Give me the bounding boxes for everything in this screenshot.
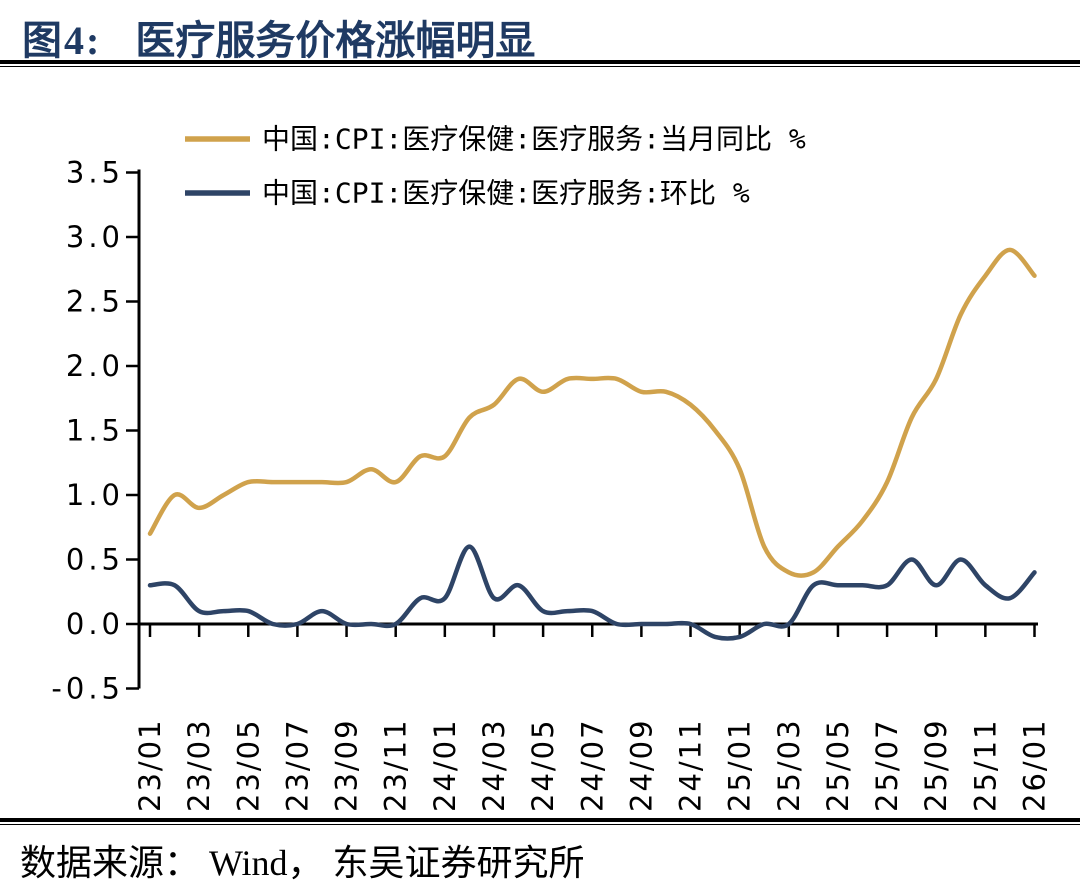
series-mom-line (147, 544, 1037, 641)
y-tick-label: -0.5 (51, 672, 124, 706)
footer-divider (0, 818, 1080, 825)
y-tick-label: 1.0 (66, 478, 124, 512)
y-tick-label: 3.5 (66, 156, 124, 190)
page-title: 医疗服务价格涨幅明显 (135, 18, 536, 63)
x-tick-label: 23/11 (379, 718, 413, 812)
figure-label: 图4: (22, 18, 102, 63)
legend-label-mom: 中国:CPI:医疗保健:医疗服务:环比 % (262, 177, 750, 210)
x-tick-label: 25/09 (919, 718, 953, 812)
y-tick-label: 3.0 (66, 220, 124, 254)
y-tick-label: 0.0 (66, 607, 124, 641)
series-yoy-line (147, 247, 1037, 578)
x-tick-label: 26/01 (1018, 718, 1052, 812)
x-tick-label: 23/03 (182, 718, 216, 812)
y-tick-label: 2.5 (66, 285, 124, 319)
x-tick-label: 24/01 (428, 718, 462, 812)
x-tick-label: 24/11 (674, 718, 708, 812)
x-tick-label: 25/07 (870, 718, 904, 812)
x-tick-label: 25/05 (821, 718, 855, 812)
x-tick-label: 23/05 (231, 718, 265, 812)
cpi-medical-services-line-chart: 3.5 3.0 2.5 2.0 1.5 1.0 0.5 0.0 -0.5 23/01 23/03 23… (51, 123, 1052, 813)
title-divider (0, 60, 1080, 67)
figure-header: 图4: 医疗服务价格涨幅明显 (22, 8, 535, 66)
x-tick-label: 25/03 (772, 718, 806, 812)
y-tick-label: 1.5 (66, 414, 124, 448)
x-tick-label: 24/03 (477, 718, 511, 812)
legend-label-yoy: 中国:CPI:医疗保健:医疗服务:当月同比 % (262, 123, 806, 156)
x-tick-label: 25/11 (968, 718, 1002, 812)
y-tick-label: 2.0 (66, 349, 124, 383)
x-tick-label: 23/07 (280, 718, 314, 812)
data-source-note: 数据来源： Wind， 东吴证券研究所 (20, 843, 585, 883)
x-tick-label: 23/01 (133, 718, 167, 812)
x-tick-label: 24/07 (575, 718, 609, 812)
x-tick-label: 24/05 (526, 718, 560, 812)
x-tick-label: 25/01 (723, 718, 757, 812)
x-tick-label: 23/09 (330, 718, 364, 812)
x-tick-label: 24/09 (624, 718, 658, 812)
y-tick-label: 0.5 (66, 543, 124, 577)
